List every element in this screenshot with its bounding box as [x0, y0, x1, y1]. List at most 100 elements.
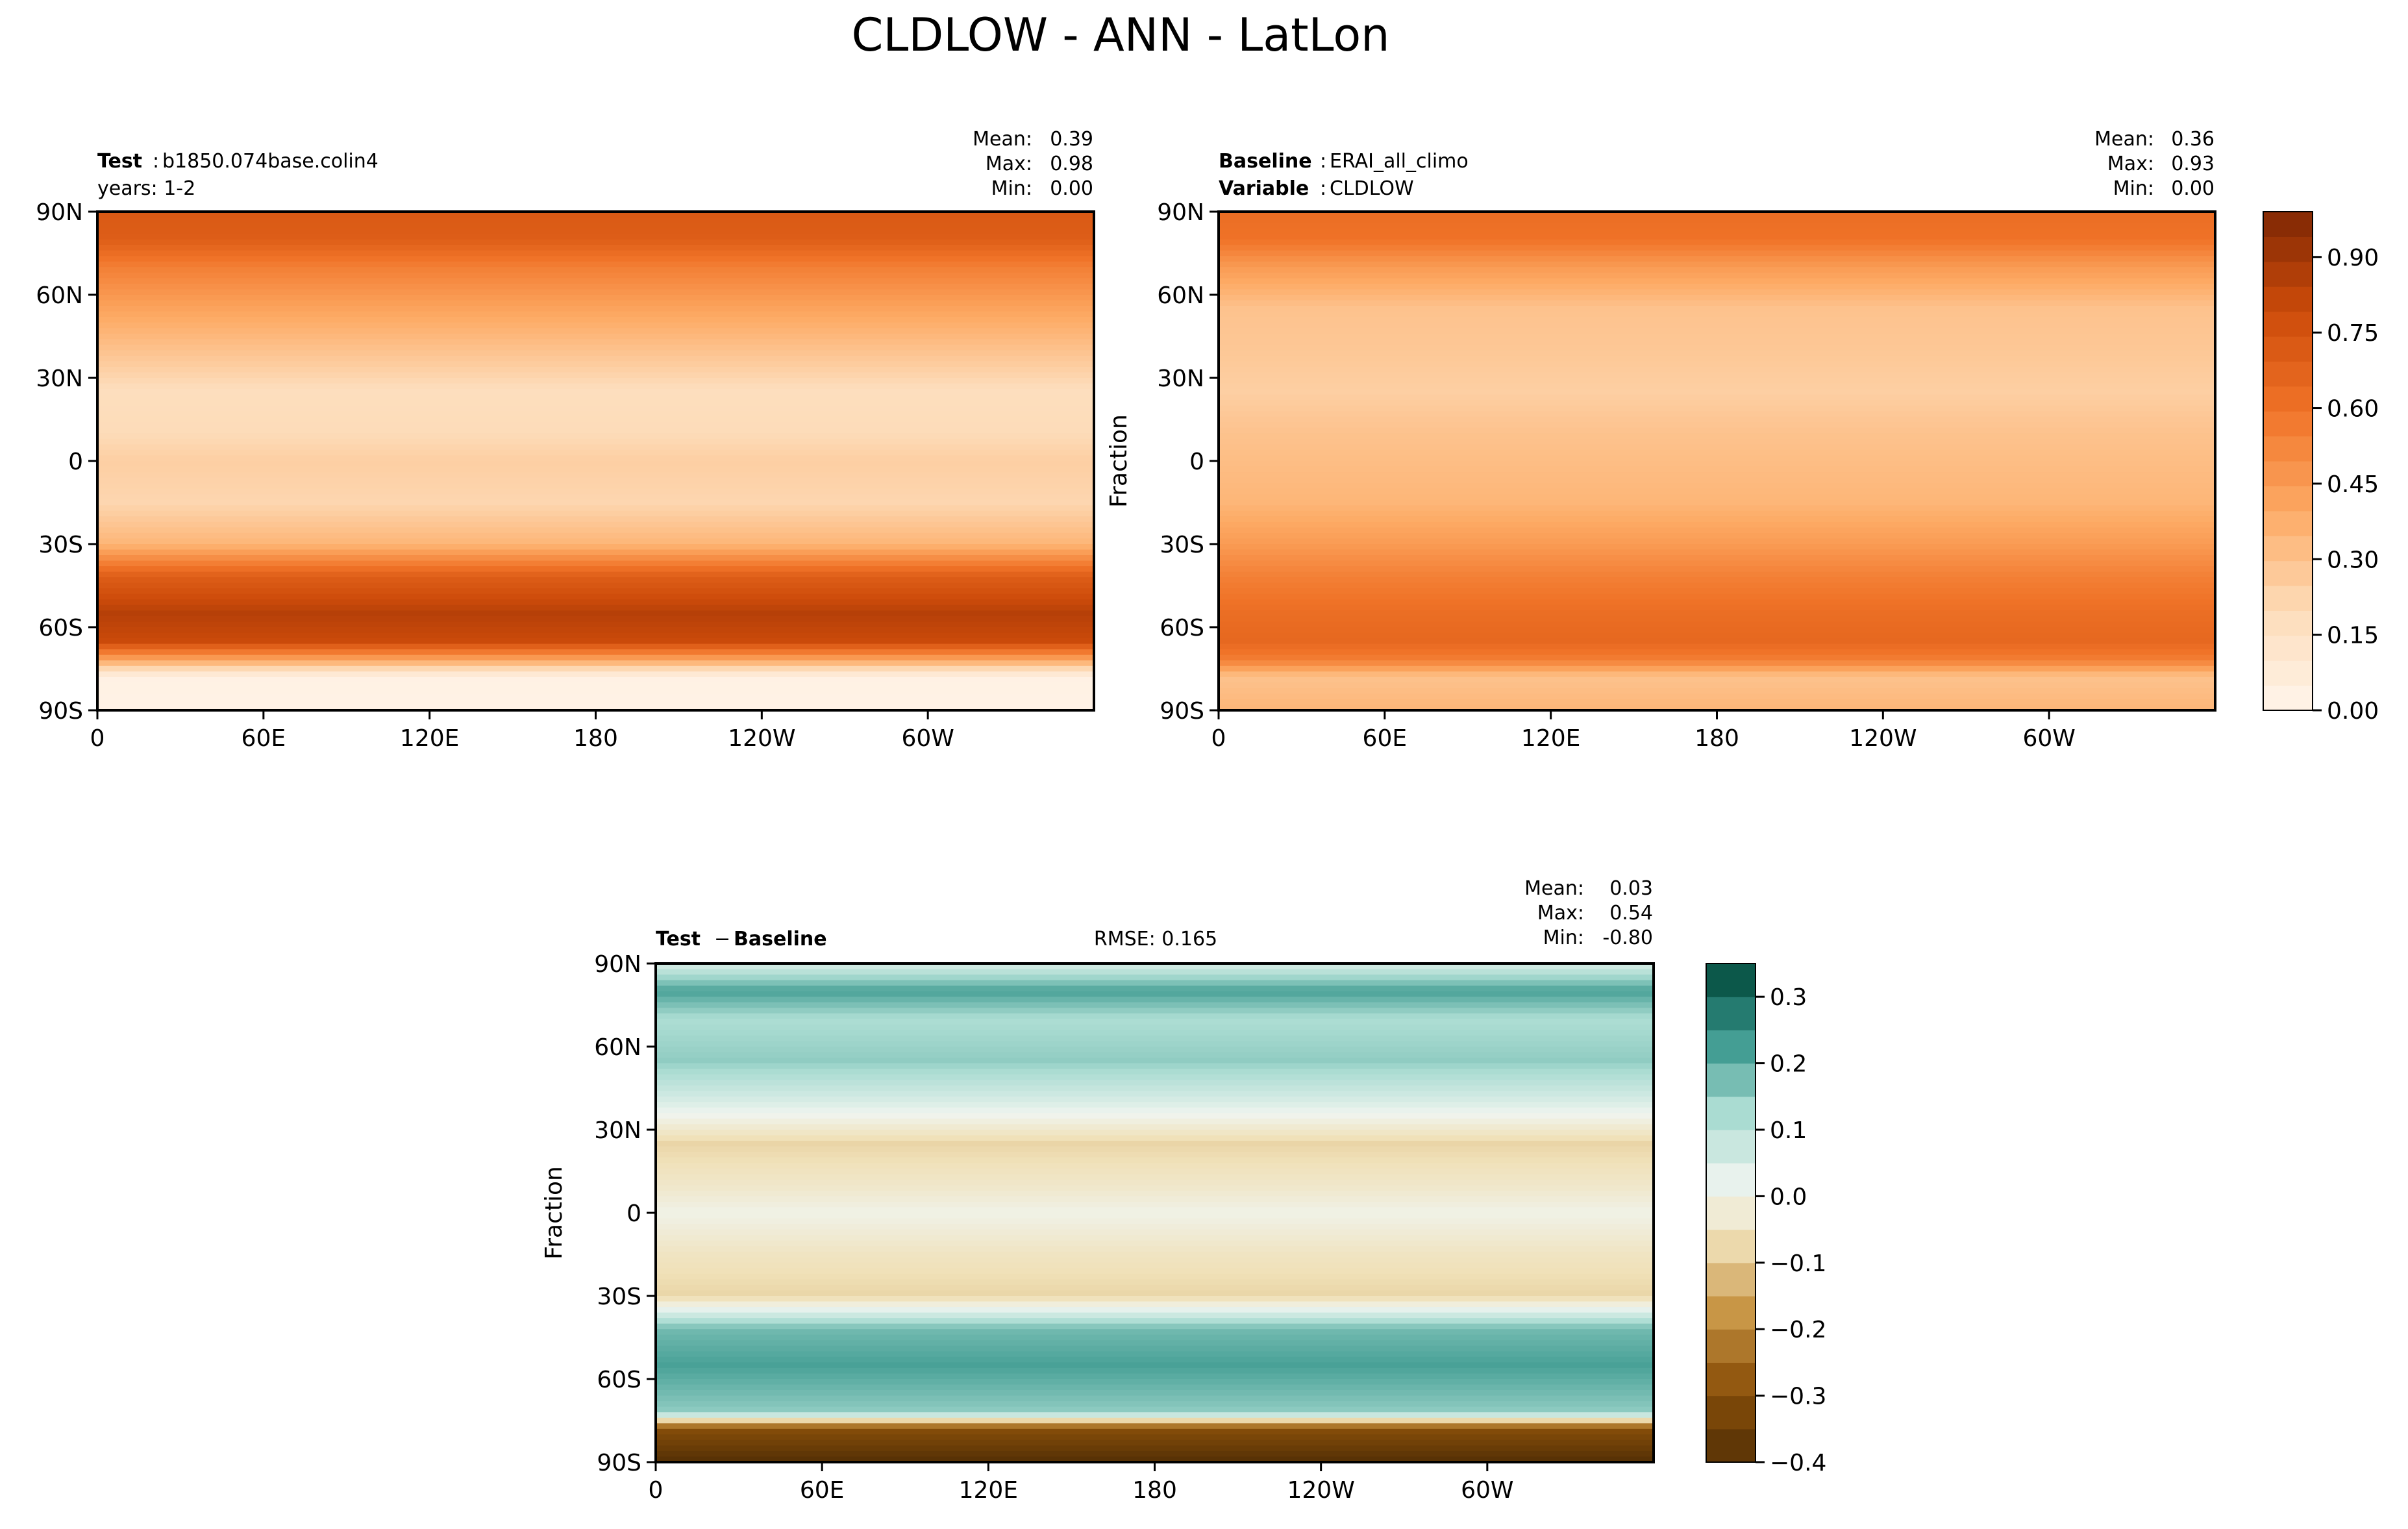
zonal-band: [97, 643, 1094, 650]
zonal-band: [97, 322, 1094, 329]
stat-min-value: 0.00: [1050, 177, 1093, 200]
zonal-band: [656, 1052, 1654, 1058]
colorbar-level: [2263, 311, 2313, 337]
zonal-band: [1219, 427, 2215, 434]
colorbar-level: [1706, 1362, 1756, 1397]
zonal-band: [656, 1229, 1654, 1236]
map-field: [97, 212, 1094, 710]
zonal-band: [1219, 361, 2215, 367]
zonal-band: [656, 1190, 1654, 1197]
zonal-band: [656, 1301, 1654, 1308]
colorbar-level: [2263, 286, 2313, 312]
zonal-band: [97, 521, 1094, 528]
zonal-band: [97, 549, 1094, 556]
map-field: [656, 963, 1654, 1462]
zonal-band: [656, 1390, 1654, 1397]
zonal-band: [1219, 394, 2215, 401]
x-axis: 0 60E 120E 180 120W 60W: [1211, 710, 2076, 752]
zonal-band: [1219, 278, 2215, 284]
zonal-band: [656, 1284, 1654, 1291]
zonal-band: [656, 969, 1654, 975]
panel-label-sep: :: [1320, 150, 1326, 173]
zonal-band: [1219, 256, 2215, 262]
zonal-band: [1219, 527, 2215, 534]
zonal-band: [97, 577, 1094, 584]
zonal-band: [97, 494, 1094, 501]
zonal-band: [656, 1329, 1654, 1336]
zonal-band: [1219, 438, 2215, 445]
colorbar-level: [2263, 411, 2313, 437]
panel-difference: Test − Baseline RMSE: 0.165 Fraction Mea…: [541, 877, 1655, 1504]
colorbar-level: [1706, 1428, 1756, 1463]
colorbar-tick-label: 0.30: [2327, 547, 2379, 573]
zonal-band: [656, 1423, 1654, 1430]
colorbar-level: [2263, 610, 2313, 636]
x-tick-label: 60W: [1461, 1477, 1513, 1504]
y-tick-label: 90N: [1157, 199, 1204, 226]
zonal-band: [656, 1323, 1654, 1330]
x-tick-label: 120E: [1521, 725, 1580, 752]
zonal-band: [97, 499, 1094, 506]
zonal-band: [1219, 250, 2215, 256]
zonal-band: [97, 228, 1094, 234]
zonal-band: [97, 527, 1094, 534]
zonal-band: [97, 477, 1094, 484]
zonal-band: [1219, 245, 2215, 251]
x-tick-label: 120W: [1287, 1477, 1355, 1504]
zonal-band: [1219, 311, 2215, 317]
zonal-band: [656, 1201, 1654, 1208]
colorbar-level: [2263, 336, 2313, 362]
zonal-band: [1219, 339, 2215, 345]
zonal-band: [97, 438, 1094, 445]
zonal-band: [1219, 521, 2215, 528]
zonal-band: [97, 278, 1094, 284]
y-tick-label: 90S: [1160, 698, 1204, 725]
zonal-band: [97, 389, 1094, 395]
x-tick-label: 180: [1694, 725, 1739, 752]
zonal-band: [1219, 212, 2215, 218]
zonal-band: [1219, 477, 2215, 484]
zonal-band: [656, 1334, 1654, 1341]
y-tick-label: 30S: [597, 1284, 641, 1310]
zonal-band: [656, 1213, 1654, 1219]
zonal-band: [1219, 505, 2215, 512]
x-tick-label: 0: [90, 725, 105, 752]
stat-min-value: 0.00: [2171, 177, 2215, 200]
zonal-band: [1219, 654, 2215, 661]
y-tick-label: 90S: [597, 1450, 641, 1476]
zonal-band: [97, 510, 1094, 517]
stats-block: Mean: 0.39 Max: 0.98 Min: 0.00: [973, 128, 1093, 200]
colorbar-tick-label: 0.75: [2327, 320, 2379, 347]
zonal-band: [1219, 383, 2215, 390]
zonal-band: [656, 1030, 1654, 1036]
zonal-band: [97, 422, 1094, 429]
zonal-band: [656, 1041, 1654, 1047]
zonal-band: [1219, 560, 2215, 567]
zonal-band: [656, 1058, 1654, 1064]
zonal-band: [97, 416, 1094, 423]
zonal-band: [1219, 217, 2215, 223]
zonal-band: [1219, 444, 2215, 451]
zonal-band: [656, 1168, 1654, 1175]
panel-label-line2: years: 1-2: [97, 177, 195, 200]
zonal-band: [656, 1157, 1654, 1163]
colorbar-level: [1706, 963, 1756, 997]
y-axis-label: Fraction: [1106, 414, 1132, 508]
zonal-band: [656, 1362, 1654, 1369]
zonal-band: [656, 1395, 1654, 1402]
zonal-band: [1219, 283, 2215, 290]
zonal-band: [656, 1279, 1654, 1286]
zonal-band: [656, 1251, 1654, 1258]
zonal-band: [1219, 466, 2215, 473]
zonal-band: [97, 283, 1094, 290]
colorbar-tick-label: 0.45: [2327, 471, 2379, 498]
zonal-band: [656, 1113, 1654, 1119]
y-tick-label: 30N: [594, 1117, 641, 1144]
colorbar-level: [1706, 1130, 1756, 1163]
stat-mean-value: 0.39: [1050, 128, 1093, 151]
colorbar-tick-label: 0.0: [1770, 1184, 1807, 1210]
zonal-band: [97, 544, 1094, 551]
colorbar-level: [2263, 436, 2313, 462]
rmse-label: RMSE: 0.165: [1094, 928, 1217, 951]
x-tick-label: 60E: [800, 1477, 845, 1504]
